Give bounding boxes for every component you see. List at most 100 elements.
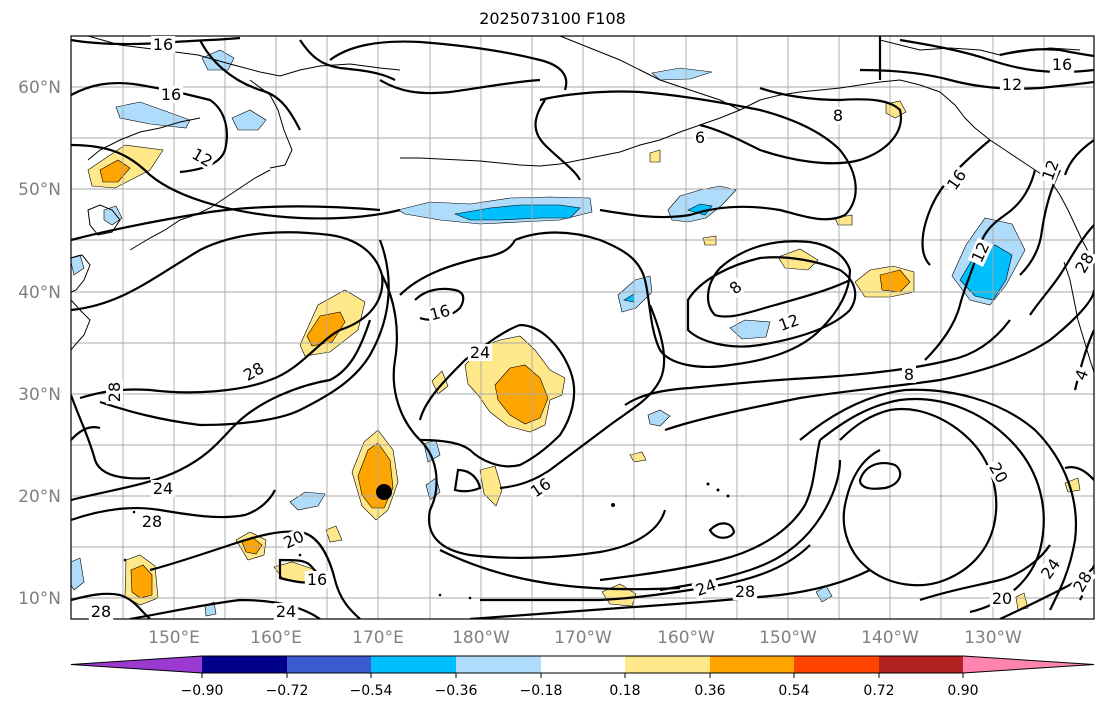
contour-label-halo [1071,365,1092,385]
colorbar-segments [70,655,1095,674]
contour-label: 6 [695,128,705,147]
contour-line [858,462,902,490]
contour-line [999,564,1094,619]
contour-label-halo [279,526,309,553]
contour-line [499,304,666,490]
colorbar-tick-label: 0.72 [863,683,894,699]
colorbar-segment [456,656,541,673]
lon-label: 160°E [250,628,302,648]
contour-line [534,99,581,181]
contour-label-halo [1049,56,1075,73]
coastline-siberia-east [249,79,293,169]
contour-label: 20 [281,527,307,553]
contour-line [399,239,516,296]
island [438,593,442,597]
anomaly-region [289,491,326,511]
contour-label-halo [774,310,804,335]
anomaly-region [103,205,123,226]
colorbar-segment [879,656,963,673]
anomaly-region [71,557,85,591]
contour-label-halo [732,583,758,600]
contour-label: 20 [985,459,1012,486]
colorbar-tick-label: −0.54 [350,683,393,699]
island [611,503,615,507]
colorbar-segment [287,656,371,673]
contour-label: 16 [1052,55,1072,74]
coastline-kuril-islands [129,169,271,251]
contour-label-halo [88,603,114,620]
island [468,596,472,600]
contour-line [199,39,301,131]
contour-label-halo [830,107,846,124]
anomaly-region [879,269,911,293]
colorbar-extend-high [963,656,1094,673]
contour-label-halo [1038,155,1063,185]
lon-label: 140°W [861,628,919,648]
coastline-pacific-northwest [1063,261,1094,373]
contour-lines [71,36,1094,619]
latitude-labels: 60°N 50°N 40°N 30°N 20°N 10°N [18,78,61,609]
lon-label: 150°W [759,628,817,648]
lat-label: 10°N [18,589,61,609]
contour-label: 28 [735,582,755,601]
contour-line [1073,329,1094,391]
island [298,553,302,557]
island [726,494,730,498]
contour-label-halo [984,457,1012,488]
shaded-negative-anomalies [71,49,1026,617]
colorbar-tick-label: 0.90 [947,683,978,699]
contour-line [514,231,852,368]
anomaly-region [130,564,153,599]
anomaly-region [479,465,503,507]
contour-line [699,86,903,165]
contour-line [71,205,381,242]
shaded-positive-anomalies [87,100,1081,611]
contour-line [1064,466,1094,481]
contour-label-halo [1071,247,1099,278]
contour-line [129,598,321,619]
contour-label: 28 [142,512,162,531]
contour-line [453,468,482,493]
colorbar-tick-label: −0.36 [435,683,478,699]
lon-label: 130°W [964,628,1022,648]
contour-line [921,139,991,266]
colorbar-tick-label: 0.18 [609,683,640,699]
coastline-alaska-peninsula [579,109,741,161]
lon-label: 170°E [352,628,404,648]
gridlines [71,36,1094,619]
contour-label: 8 [833,106,843,125]
colorbar-extend-low [71,656,202,673]
anomaly-region [702,235,717,246]
contour-label: 12 [189,144,216,171]
contour-line [439,549,681,591]
map-title: 2025073100 F108 [479,9,626,28]
contour-line [1029,224,1094,316]
contour-label-halo [150,480,176,497]
anomaly-region [629,451,647,463]
contour-line [664,289,1094,432]
colorbar-segment [794,656,879,673]
anomaly-region [729,319,771,340]
contour-line [839,407,998,587]
contour-label: 16 [161,85,181,104]
contour-label: 16 [307,570,327,589]
contour-label-halo [106,379,123,405]
contour-line [1063,139,1094,176]
coastline-japan-north [71,254,91,293]
colorbar-segment [371,656,456,673]
lat-label: 60°N [18,78,61,98]
contour-line [71,426,101,441]
colorbar-tick-label: 0.54 [778,683,809,699]
contour-label: 28 [240,358,267,385]
contour-line [381,274,667,559]
lat-label: 20°N [18,487,61,507]
contour-line [71,394,151,480]
island [123,558,127,562]
contour-line [379,78,541,95]
contour-label-halo [1069,566,1097,597]
contour-label-halo [139,513,165,530]
contour-line [599,439,822,582]
contour-line [624,319,1011,406]
contour-label-halo [999,76,1025,93]
